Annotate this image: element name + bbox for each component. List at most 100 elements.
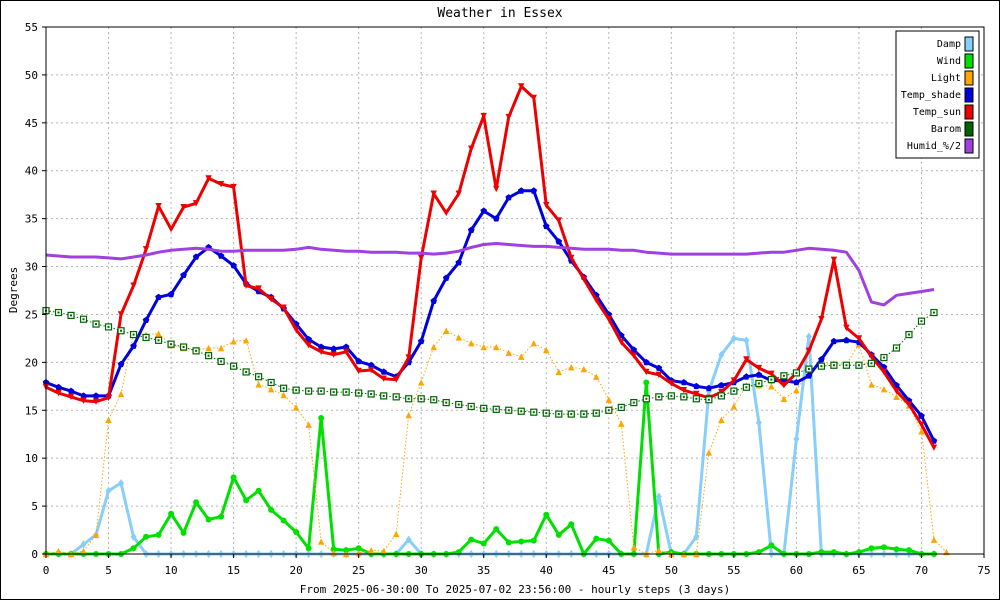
x-tick-label: 0 <box>43 564 50 577</box>
data-point <box>618 339 625 346</box>
data-point <box>593 535 600 542</box>
data-point-center <box>682 395 685 398</box>
legend-label: Temp_shade <box>901 90 961 101</box>
data-point <box>405 411 412 419</box>
data-point-center <box>345 391 348 394</box>
data-point <box>605 316 612 323</box>
legend-label: Wind <box>937 56 961 67</box>
data-point <box>868 545 875 552</box>
data-point <box>605 396 612 403</box>
data-point <box>330 345 337 352</box>
data-point <box>342 348 350 356</box>
data-point <box>330 549 337 557</box>
series-barom <box>42 307 938 418</box>
data-point-center <box>757 382 760 385</box>
data-point <box>155 531 162 538</box>
y-tick-label: 35 <box>25 213 38 226</box>
data-point-center <box>732 390 735 393</box>
data-point-center <box>707 398 710 401</box>
data-point <box>355 357 362 365</box>
data-point <box>318 414 325 421</box>
data-point-center <box>82 318 85 321</box>
data-point <box>905 547 912 554</box>
data-point <box>267 295 275 303</box>
data-point <box>805 332 812 341</box>
data-point <box>517 187 525 194</box>
data-point <box>305 545 312 552</box>
legend-swatch <box>964 121 974 137</box>
data-point <box>67 393 75 401</box>
data-point <box>305 335 312 343</box>
data-point <box>730 334 737 343</box>
data-point <box>530 187 538 194</box>
data-point <box>755 364 763 372</box>
data-point <box>893 546 900 553</box>
data-point-center <box>470 405 473 408</box>
legend-swatch <box>964 104 974 120</box>
data-point <box>880 544 887 551</box>
data-point <box>80 392 87 399</box>
data-point <box>505 349 512 356</box>
data-point <box>455 190 462 197</box>
data-point <box>580 275 587 283</box>
data-point <box>718 388 725 396</box>
x-tick-label: 20 <box>290 564 303 577</box>
x-tick-label: 65 <box>852 564 865 577</box>
data-point-center <box>882 356 885 359</box>
data-point <box>468 536 475 543</box>
data-point-center <box>232 365 235 368</box>
data-point <box>180 271 187 278</box>
data-point-center <box>95 323 98 326</box>
data-point <box>543 511 550 518</box>
data-point <box>55 383 62 391</box>
x-tick-label: 30 <box>415 564 428 577</box>
data-point <box>130 282 137 289</box>
data-point <box>180 203 187 211</box>
data-point <box>730 377 738 384</box>
data-point <box>417 337 425 345</box>
data-point <box>818 316 825 323</box>
data-point <box>242 337 250 344</box>
legend-label: Damp <box>937 39 961 50</box>
data-point <box>880 385 888 393</box>
y-tick-label: 30 <box>25 261 38 274</box>
data-point <box>230 474 237 481</box>
data-point <box>593 296 600 304</box>
y-tick-label: 15 <box>25 404 38 417</box>
data-point <box>555 531 562 538</box>
data-point <box>155 293 162 300</box>
data-point <box>105 394 112 402</box>
data-point <box>443 209 450 217</box>
data-point-center <box>607 409 610 412</box>
data-point <box>117 360 125 368</box>
data-point <box>718 381 725 389</box>
data-point <box>55 389 62 397</box>
data-point <box>130 545 137 552</box>
x-axis-label: From 2025-06-30:00 To 2025-07-02 23:56:0… <box>300 583 730 596</box>
legend-label: Temp_sun <box>913 107 961 118</box>
y-tick-label: 55 <box>25 21 38 34</box>
data-point <box>317 343 325 350</box>
data-point <box>818 356 825 363</box>
data-point <box>830 337 838 345</box>
data-point <box>342 343 350 350</box>
data-point <box>255 381 262 388</box>
data-point <box>92 531 100 539</box>
data-point <box>505 194 513 201</box>
data-point <box>117 311 125 318</box>
data-point <box>643 379 650 386</box>
data-point <box>255 487 262 494</box>
data-point-center <box>307 390 310 393</box>
data-point <box>80 547 87 555</box>
data-point-center <box>770 378 773 381</box>
data-point <box>843 324 850 332</box>
data-point-center <box>382 394 385 397</box>
data-point-center <box>420 397 423 400</box>
data-point <box>805 372 813 379</box>
data-point <box>768 542 775 549</box>
data-point <box>518 83 525 90</box>
data-point <box>268 506 275 513</box>
plot-area-border <box>45 26 985 555</box>
data-point-center <box>632 401 635 404</box>
